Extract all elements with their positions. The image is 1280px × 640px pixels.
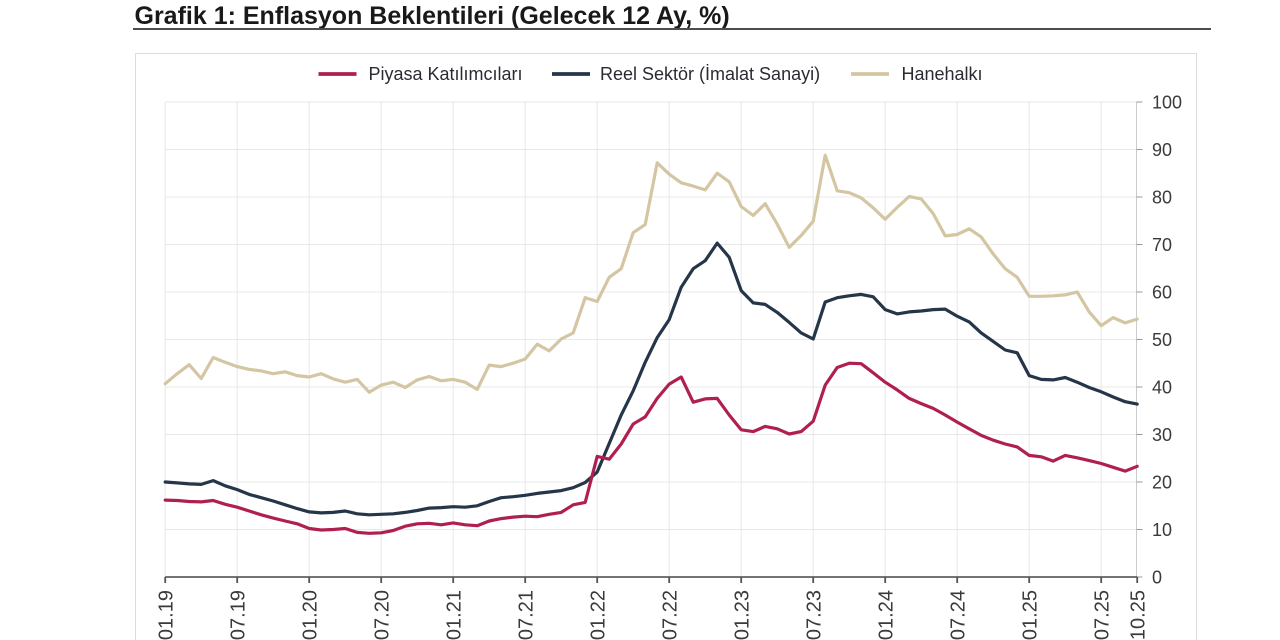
svg-text:01.25: 01.25 xyxy=(1019,590,1041,640)
svg-text:50: 50 xyxy=(1152,330,1172,350)
svg-text:07.20: 07.20 xyxy=(371,590,393,640)
svg-text:Hanehalkı: Hanehalkı xyxy=(902,64,983,84)
svg-text:07.21: 07.21 xyxy=(515,590,537,640)
svg-text:60: 60 xyxy=(1152,282,1172,302)
svg-text:Grafik 1: Enflasyon Beklentile: Grafik 1: Enflasyon Beklentileri (Gelece… xyxy=(135,2,730,30)
svg-text:70: 70 xyxy=(1152,235,1172,255)
svg-text:07.25: 07.25 xyxy=(1091,590,1113,640)
svg-text:80: 80 xyxy=(1152,187,1172,207)
svg-text:90: 90 xyxy=(1152,140,1172,160)
svg-text:07.22: 07.22 xyxy=(659,590,681,640)
svg-text:01.19: 01.19 xyxy=(155,590,177,640)
svg-text:20: 20 xyxy=(1152,472,1172,492)
svg-text:01.23: 01.23 xyxy=(731,590,753,640)
svg-text:Piyasa Katılımcıları: Piyasa Katılımcıları xyxy=(369,64,523,84)
svg-text:0: 0 xyxy=(1152,567,1162,587)
svg-text:100: 100 xyxy=(1152,92,1182,112)
svg-text:07.23: 07.23 xyxy=(803,590,825,640)
svg-text:01.20: 01.20 xyxy=(299,590,321,640)
svg-text:01.22: 01.22 xyxy=(587,590,609,640)
svg-text:10: 10 xyxy=(1152,520,1172,540)
svg-text:01.24: 01.24 xyxy=(875,590,897,640)
svg-text:10.25: 10.25 xyxy=(1127,590,1149,640)
svg-text:Reel Sektör (İmalat Sanayi): Reel Sektör (İmalat Sanayi) xyxy=(600,64,820,84)
svg-text:30: 30 xyxy=(1152,425,1172,445)
svg-text:01.21: 01.21 xyxy=(443,590,465,640)
svg-text:07.19: 07.19 xyxy=(227,590,249,640)
svg-text:40: 40 xyxy=(1152,377,1172,397)
svg-text:07.24: 07.24 xyxy=(947,590,969,640)
